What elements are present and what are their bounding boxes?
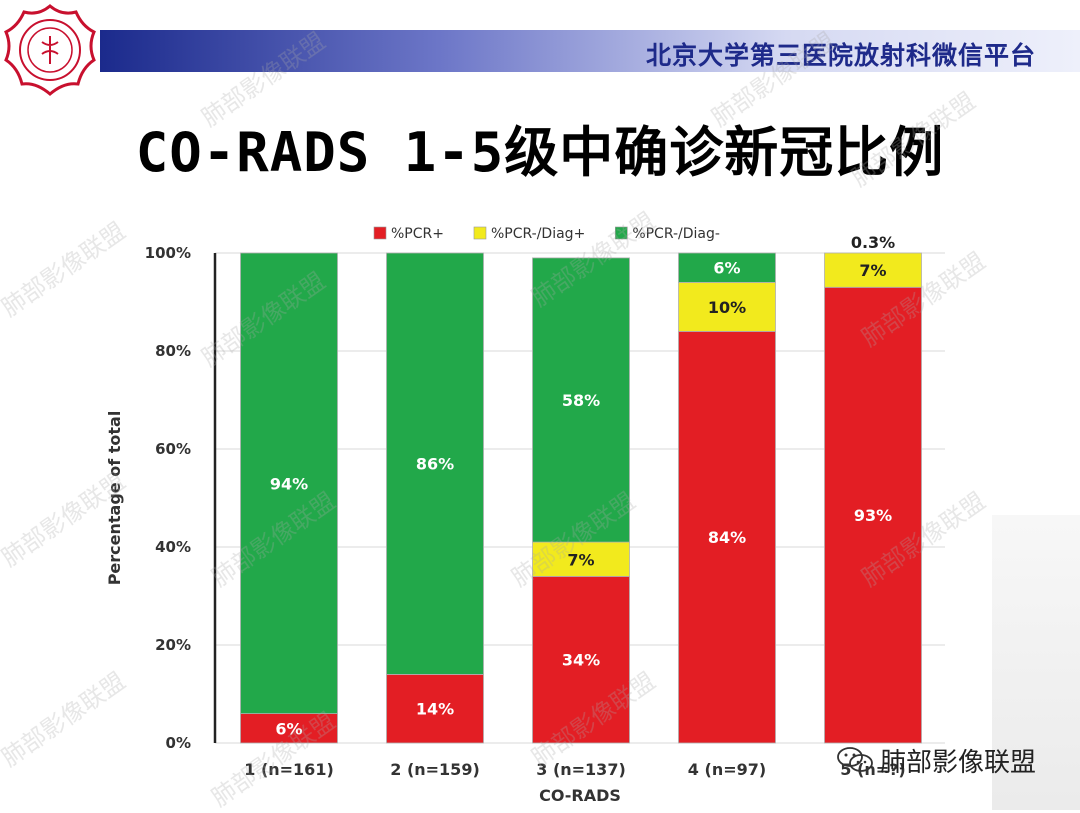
x-tick-label: 4 (n=97) — [688, 760, 766, 779]
y-tick-label: 60% — [155, 440, 191, 458]
y-tick-label: 100% — [145, 244, 191, 262]
x-tick-label: 2 (n=159) — [390, 760, 480, 779]
data-label: 10% — [708, 298, 746, 317]
legend-swatch — [615, 226, 628, 240]
data-label: 14% — [416, 700, 454, 719]
header-bar — [100, 30, 1080, 72]
slide-title: CO-RADS 1-5级中确诊新冠比例 — [135, 121, 945, 184]
x-tick-label: 3 (n=137) — [536, 760, 626, 779]
data-label: 0.3% — [851, 233, 895, 252]
data-label: 7% — [567, 550, 594, 569]
data-label: 86% — [416, 455, 454, 474]
y-tick-label: 20% — [155, 636, 191, 654]
bar-segment — [532, 575, 630, 744]
bar-segment — [532, 257, 630, 543]
bar-segment — [824, 286, 922, 744]
bar-segment — [678, 282, 776, 332]
bar-segment — [240, 252, 338, 715]
hospital-seal-logo — [4, 4, 96, 96]
y-tick-label: 80% — [155, 342, 191, 360]
hospital-name: 北京大学第三医院放射科微信平台 — [645, 41, 1036, 70]
legend-label: %PCR-/Diag+ — [491, 226, 585, 242]
legend-swatch — [373, 226, 387, 240]
bar-segment — [386, 252, 484, 675]
y-tick-label: 40% — [155, 538, 191, 556]
bar-segment — [678, 252, 776, 283]
bar-segment — [824, 252, 922, 288]
data-label: 58% — [562, 391, 600, 410]
data-label: 93% — [854, 506, 892, 525]
data-label: 6% — [713, 259, 740, 278]
x-tick-label: 1 (n=161) — [244, 760, 334, 779]
watermark: 肺部影像联盟 — [836, 740, 1036, 780]
data-label: 34% — [562, 651, 600, 670]
watermark-text: 肺部影像联盟 — [880, 747, 1037, 778]
x-axis-label: CO-RADS — [539, 786, 621, 805]
data-label: 84% — [708, 528, 746, 547]
chart-area: 0% 20% 40% 60% 80% 100% Percentage of total 6% 9… — [95, 215, 965, 810]
legend-label: %PCR-/Diag- — [632, 226, 720, 242]
bar-segment — [386, 673, 484, 744]
bar-segment — [532, 541, 630, 577]
background-decoration — [992, 515, 1080, 810]
data-label: 7% — [859, 261, 886, 280]
data-label: 94% — [270, 474, 308, 493]
y-tick-label: 0% — [166, 734, 191, 752]
legend-label: %PCR+ — [391, 226, 444, 242]
y-axis-label: Percentage of total — [105, 411, 124, 586]
stacked-bar-chart: 0% 20% 40% 60% 80% 100% Percentage of total 6% 9… — [105, 226, 945, 805]
wechat-icon — [837, 747, 873, 772]
data-label: 6% — [275, 719, 302, 738]
legend-swatch — [473, 226, 487, 240]
